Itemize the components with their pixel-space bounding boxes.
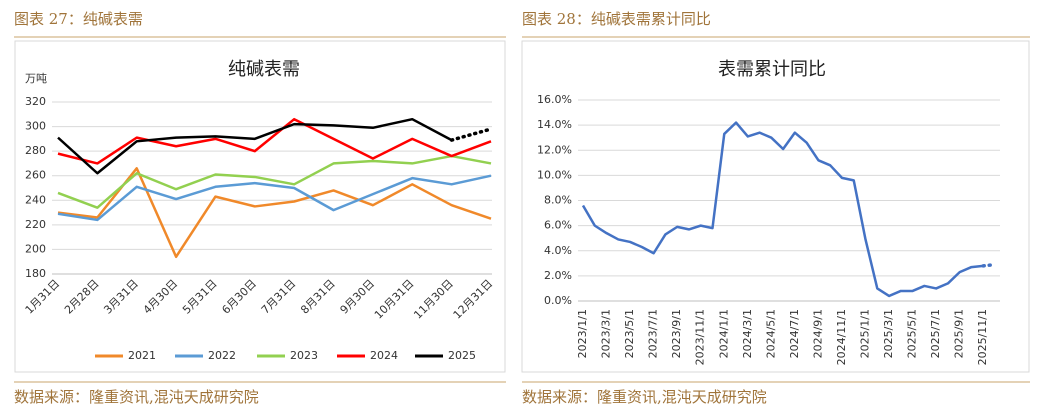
y-axis-label: 万吨 (25, 72, 47, 85)
y-tick-label: 300 (25, 120, 46, 133)
chart-title: 表需累计同比 (718, 59, 826, 80)
x-tick-label: 6月30日 (219, 277, 259, 317)
y-tick-label: 4.0% (544, 244, 572, 257)
x-tick-label: 12月31日 (451, 277, 496, 322)
source: 数据来源：隆重资讯,混沌天成研究院 (14, 388, 259, 406)
y-tick-label: 6.0% (544, 219, 572, 232)
y-tick-label: 180 (25, 267, 46, 280)
legend-label: 2023 (290, 349, 318, 362)
figure-label: 图表 27：纯碱表需 (14, 10, 143, 28)
legend-label: 2021 (128, 349, 156, 362)
x-tick-label: 10月31日 (372, 277, 417, 322)
legend-label: 2024 (370, 349, 398, 362)
chart-frame (521, 40, 1030, 373)
y-tick-label: 0.0% (544, 294, 572, 307)
y-tick-label: 260 (25, 169, 46, 182)
y-tick-label: 240 (25, 193, 46, 206)
series-line-projected (981, 262, 997, 268)
x-tick-label: 5月31日 (180, 277, 220, 317)
x-tick-label: 2023/3/1 (600, 309, 613, 358)
x-tick-label: 2025/1/1 (859, 309, 872, 358)
x-tick-label: 2024/7/1 (788, 309, 801, 358)
series-line (57, 117, 453, 175)
x-tick-label: 2024/5/1 (764, 309, 777, 358)
series-line (57, 174, 492, 222)
series-line (57, 117, 492, 165)
x-tick-label: 2月28日 (62, 277, 102, 317)
x-tick-label: 2025/3/1 (882, 309, 895, 358)
x-tick-label: 2025/9/1 (953, 309, 966, 358)
x-tick-label: 9月30日 (338, 277, 378, 317)
x-tick-label: 4月30日 (141, 277, 181, 317)
source: 数据来源：隆重资讯,混沌天成研究院 (522, 388, 767, 406)
y-tick-label: 2.0% (544, 269, 572, 282)
y-tick-label: 320 (25, 95, 46, 108)
chart-frame (14, 40, 506, 373)
x-tick-label: 2023/9/1 (670, 309, 683, 358)
x-tick-label: 2023/7/1 (647, 309, 660, 358)
chart-title: 纯碱表需 (228, 59, 300, 80)
y-tick-label: 14.0% (537, 118, 572, 131)
x-tick-label: 2023/11/1 (694, 309, 707, 365)
y-tick-label: 8.0% (544, 194, 572, 207)
legend-label: 2022 (208, 349, 236, 362)
x-tick-label: 2024/11/1 (835, 309, 848, 365)
legend-label: 2025 (448, 349, 476, 362)
y-tick-label: 280 (25, 144, 46, 157)
y-tick-label: 12.0% (537, 143, 572, 156)
y-tick-label: 200 (25, 242, 46, 255)
x-tick-label: 2023/5/1 (623, 309, 636, 358)
x-tick-label: 2025/11/1 (976, 309, 989, 365)
x-tick-label: 2025/5/1 (906, 309, 919, 358)
x-tick-label: 7月31日 (259, 277, 299, 317)
x-tick-label: 2024/9/1 (811, 309, 824, 358)
x-tick-label: 11月30日 (411, 277, 456, 322)
x-tick-label: 1月31日 (23, 277, 63, 317)
x-tick-label: 2023/1/1 (576, 309, 589, 358)
y-tick-label: 10.0% (537, 168, 572, 181)
series-line (57, 167, 492, 259)
series-line-projected (449, 127, 493, 142)
x-tick-label: 8月31日 (298, 277, 338, 317)
x-tick-label: 2024/3/1 (741, 309, 754, 358)
x-tick-label: 3月31日 (101, 277, 141, 317)
y-tick-label: 16.0% (537, 93, 572, 106)
figure-label: 图表 28：纯碱表需累计同比 (522, 10, 711, 28)
series-line (581, 121, 984, 298)
x-tick-label: 2024/1/1 (717, 309, 730, 358)
y-tick-label: 220 (25, 218, 46, 231)
series-line (57, 154, 492, 209)
x-tick-label: 2025/7/1 (929, 309, 942, 358)
